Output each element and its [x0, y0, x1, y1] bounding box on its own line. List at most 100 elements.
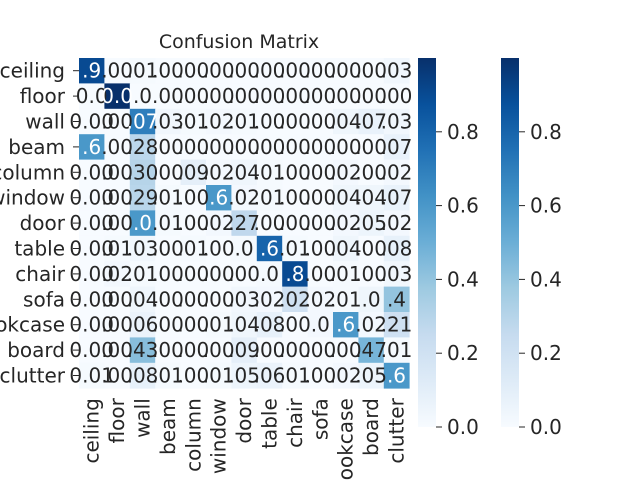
heatmap-cell [383, 286, 410, 313]
heatmap-cell [256, 261, 283, 287]
cell-value-label: .01 [152, 211, 184, 235]
cell-value-label: .0 [133, 211, 152, 235]
cell-value-label: .03 [228, 287, 260, 311]
heatmap-cell [231, 159, 258, 186]
heatmap-cell [104, 58, 131, 84]
row-tick-label: floor [20, 84, 66, 108]
cell-value-label: .00 [304, 135, 336, 159]
heatmap-cell [155, 286, 181, 313]
cell-value-label: .00 [304, 186, 336, 210]
heatmap-cells: .9.00.01.00.00.00.00.00.00.00.00.00.030.… [69, 58, 412, 389]
cell-value-label: .01 [177, 237, 209, 261]
heatmap-cell [129, 362, 156, 389]
cell-value-label: .6 [82, 135, 101, 159]
cell-value-label: .00 [355, 59, 387, 83]
heatmap-cell [231, 235, 258, 262]
cell-value-label: .03 [381, 110, 413, 134]
cell-value-label: .47 [355, 338, 387, 362]
cell-value-label: .00 [203, 262, 235, 286]
cell-value-label: .00 [330, 135, 362, 159]
cell-value-label: .01 [177, 110, 209, 134]
cell-value-label: .00 [152, 84, 184, 108]
cell-value-label: .00 [355, 84, 387, 108]
heatmap-cell [104, 210, 131, 237]
column-tick-label: floor [105, 397, 129, 443]
colorbar-tick-label: 0.8 [447, 120, 479, 144]
heatmap-cell [383, 337, 410, 364]
column-tick-label: table [258, 398, 282, 449]
heatmap-cell [180, 185, 207, 211]
heatmap-cell [358, 337, 385, 364]
cell-value-label: .27 [228, 211, 260, 235]
cell-value-label: .00 [330, 338, 362, 362]
heatmap-cell [383, 362, 410, 389]
cell-value-label: .6 [387, 364, 406, 388]
cell-value-label: .02 [203, 211, 235, 235]
cell-value-label: .00 [152, 313, 184, 337]
cell-value-label: .30 [127, 160, 159, 184]
cell-value-label: .00 [304, 160, 336, 184]
heatmap-cell [155, 312, 181, 338]
row-tick-label: column [0, 160, 65, 184]
cell-value-label: .00 [101, 287, 133, 311]
heatmap-cell [307, 159, 334, 186]
heatmap-cell [333, 185, 359, 211]
heatmap-cell [206, 286, 232, 313]
cell-value-label: .04 [127, 287, 159, 311]
cell-value-label: .00 [304, 338, 336, 362]
heatmap-cell [155, 108, 181, 135]
heatmap-cell [282, 210, 308, 237]
cell-value-label: .8 [285, 262, 304, 286]
heatmap-cell [129, 337, 156, 364]
heatmap-cell [307, 210, 334, 237]
cell-value-label: .09 [228, 338, 260, 362]
cell-value-label: .01 [381, 338, 413, 362]
cell-value-label: .01 [101, 237, 133, 261]
cell-value-label: .05 [355, 211, 387, 235]
heatmap-cell [180, 83, 207, 110]
colorbar-tick-label: 0.8 [530, 120, 562, 144]
heatmap-cell [104, 159, 131, 186]
heatmap-cell [206, 159, 232, 186]
heatmap-cell [180, 159, 207, 186]
cell-value-label: .00 [254, 211, 286, 235]
cell-value-label: .05 [228, 364, 260, 388]
heatmap-cell [155, 261, 181, 287]
row-tick-label: door [20, 211, 66, 235]
cell-value-label: .00 [177, 338, 209, 362]
cell-value-label: .02 [203, 160, 235, 184]
cell-value-label: .00 [177, 135, 209, 159]
cell-value-label: .02 [304, 287, 336, 311]
cell-value-label: .00 [177, 211, 209, 235]
cell-value-label: .00 [177, 262, 209, 286]
heatmap-cell [104, 108, 131, 135]
cell-value-label: .04 [330, 110, 362, 134]
row-tick-label: clutter [0, 364, 66, 388]
cell-value-label: .09 [177, 160, 209, 184]
column-tick-label: column [181, 398, 205, 472]
heatmap-cell [79, 210, 105, 237]
cell-value-label: .00 [101, 160, 133, 184]
heatmap-cell [256, 83, 283, 110]
cell-value-label: .00 [279, 84, 311, 108]
cell-value-label: .02 [330, 364, 362, 388]
heatmap-cell [129, 185, 156, 211]
heatmap-cell [104, 134, 131, 160]
heatmap-cell [231, 108, 258, 135]
heatmap-cell [358, 235, 385, 262]
colorbar-tick-label: 0.6 [447, 194, 479, 218]
column-tick-label: window [207, 398, 231, 474]
heatmap-cell [383, 261, 410, 287]
cell-value-label: .01 [152, 186, 184, 210]
heatmap-cell [256, 235, 283, 262]
heatmap-cell [231, 210, 258, 237]
column-tick-label: wall [131, 398, 155, 438]
heatmap-cell [231, 58, 258, 84]
cell-value-label: .02 [228, 186, 260, 210]
chart-title: Confusion Matrix [159, 31, 319, 53]
heatmap-cell [155, 210, 181, 237]
heatmap-cell [206, 108, 232, 135]
colorbar-tick-label: 0.2 [530, 341, 562, 365]
heatmap-cell [104, 286, 131, 313]
